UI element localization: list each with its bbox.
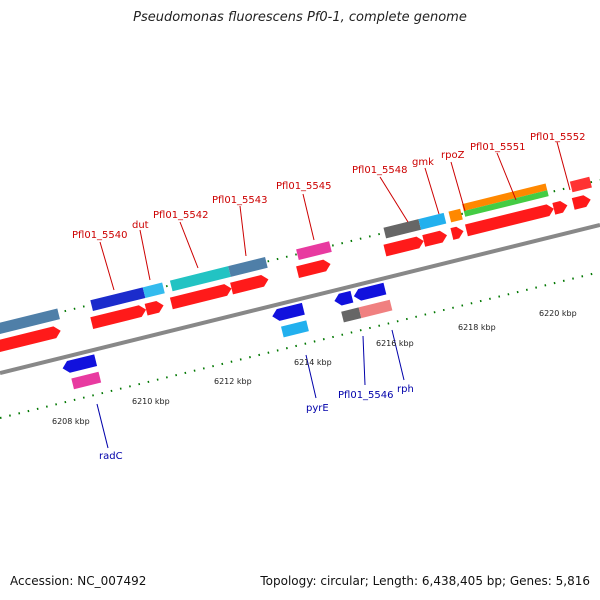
gene-label: Pfl01_5543 [212, 195, 268, 206]
top-strand-features [0, 176, 592, 355]
scale-label: 6208 kbp [52, 417, 90, 426]
gene-label: Pfl01_5552 [530, 132, 586, 143]
bottom-gene-labels: radC pyrE Pfl01_5546 rph [99, 384, 414, 462]
gene-label: Pfl01_5545 [276, 181, 332, 192]
bottom-label-leaders [96, 329, 405, 449]
scale-label: 6210 kbp [132, 397, 170, 406]
gene-label: Pfl01_5551 [470, 142, 526, 153]
bottom-scale-ticks [0, 271, 600, 419]
gene-label: gmk [412, 157, 434, 168]
top-label-leaders [99, 141, 571, 291]
scale-label: 6220 kbp [539, 309, 577, 318]
gene-label: Pfl01_5548 [352, 165, 408, 176]
scale-label: 6212 kbp [214, 377, 252, 386]
bottom-strand-features [62, 282, 393, 390]
top-gene-labels: Pfl01_5540 dut Pfl01_5542 Pfl01_5543 Pfl… [72, 132, 586, 241]
scale-label: 6216 kbp [376, 339, 414, 348]
gene-label: dut [132, 220, 149, 231]
gene-label: pyrE [306, 403, 329, 414]
gene-label: Pfl01_5540 [72, 230, 128, 241]
gene-label: rph [397, 384, 414, 395]
scale-labels: 6208 kbp 6210 kbp 6212 kbp 6214 kbp 6216… [52, 309, 577, 426]
gene-label: rpoZ [441, 150, 465, 161]
gene-label: radC [99, 451, 123, 462]
gene-label: Pfl01_5546 [338, 390, 394, 401]
map-title: Pseudomonas fluorescens Pf0-1, complete … [133, 10, 467, 25]
topology-text: Topology: circular; Length: 6,438,405 bp… [260, 574, 590, 588]
gene-label: Pfl01_5542 [153, 210, 209, 221]
accession-text: Accession: NC_007492 [10, 574, 147, 588]
genome-backbone [0, 223, 600, 375]
scale-label: 6218 kbp [458, 323, 496, 332]
scale-label: 6214 kbp [294, 358, 332, 367]
